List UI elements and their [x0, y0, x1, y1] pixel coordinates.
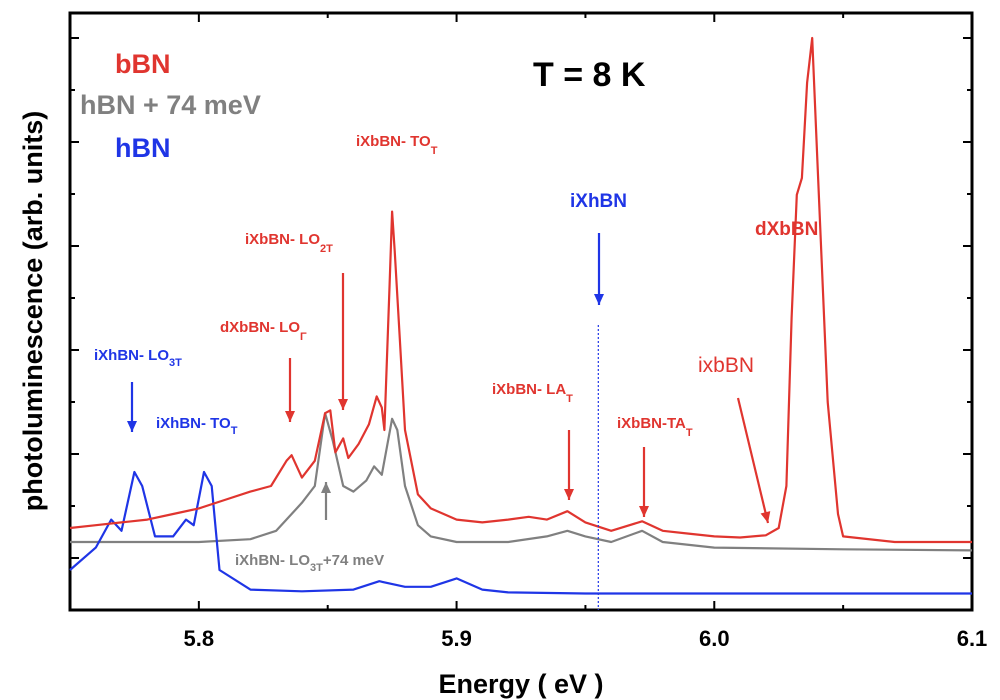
x-tick-label: 6.0 — [699, 626, 730, 651]
axis-ticks — [69, 13, 973, 611]
y-axis-label: photoluminescence (arb. units) — [18, 111, 48, 512]
annotation-arrows — [127, 233, 771, 524]
arrow-ixbbn-lo2t-head — [338, 399, 348, 410]
temperature-label: T = 8 K — [533, 56, 646, 94]
annotation-ixhbn-lo3t: iXhBN- LO3T — [94, 347, 182, 369]
annotation-dxbbn-lo-gamma: dXbBN- LOΓ — [220, 319, 307, 343]
arrow-dxbbn-lo-gamma-head — [285, 411, 295, 422]
annotation-ixbbn-lat: iXbBN- LAT — [492, 381, 573, 405]
arrow-ixbbn-indirect — [736, 397, 770, 524]
plot-frame — [68, 11, 974, 612]
annotation-ixbbn-tat: iXbBN-TAT — [617, 415, 693, 439]
annotation-ixhbn: iXhBN — [570, 191, 627, 212]
x-axis-label: Energy ( eV ) — [438, 669, 603, 699]
arrow-ixhbn-shifted-head — [321, 482, 331, 493]
annotation-ixbbn-tot: iXbBN- TOT — [356, 133, 438, 157]
annotation-dxbbn: dXbBN — [755, 219, 818, 240]
x-tick-label: 6.1 — [957, 626, 988, 651]
legend-entry-hbn: hBN — [115, 133, 171, 163]
x-tick-label: 5.9 — [441, 626, 472, 651]
series-line-hbn-74-mev — [70, 412, 973, 552]
arrow-ixhbn-head — [594, 294, 604, 305]
arrow-ixhbn-lo3t-head — [127, 421, 137, 432]
annotation-ixbbn-lo2t: iXbBN- LO2T — [245, 231, 333, 255]
arrow-ixbbn-lat-head — [564, 489, 574, 500]
legend-entry-hbn-shifted: hBN + 74 meV — [80, 90, 261, 120]
legend-entry-bbn: bBN — [115, 49, 171, 79]
series-line-bbn — [69, 36, 972, 544]
x-tick-labels: 5.8 5.9 6.0 6.1 — [184, 626, 988, 651]
annotation-ixhbn-tot: iXhBN- TOT — [156, 415, 238, 437]
annotation-ixhbn-lo3t-shifted: iXhBN- LO3T+74 meV — [235, 552, 384, 574]
x-tick-label: 5.8 — [184, 626, 215, 651]
annotation-ixbbn-indirect: ixbBN — [698, 354, 754, 377]
series-line-hbn — [69, 470, 972, 595]
series-layer — [69, 36, 973, 595]
arrow-ixbbn-tat-head — [639, 506, 649, 517]
arrow-ixbbn-indirect-head — [760, 511, 771, 523]
